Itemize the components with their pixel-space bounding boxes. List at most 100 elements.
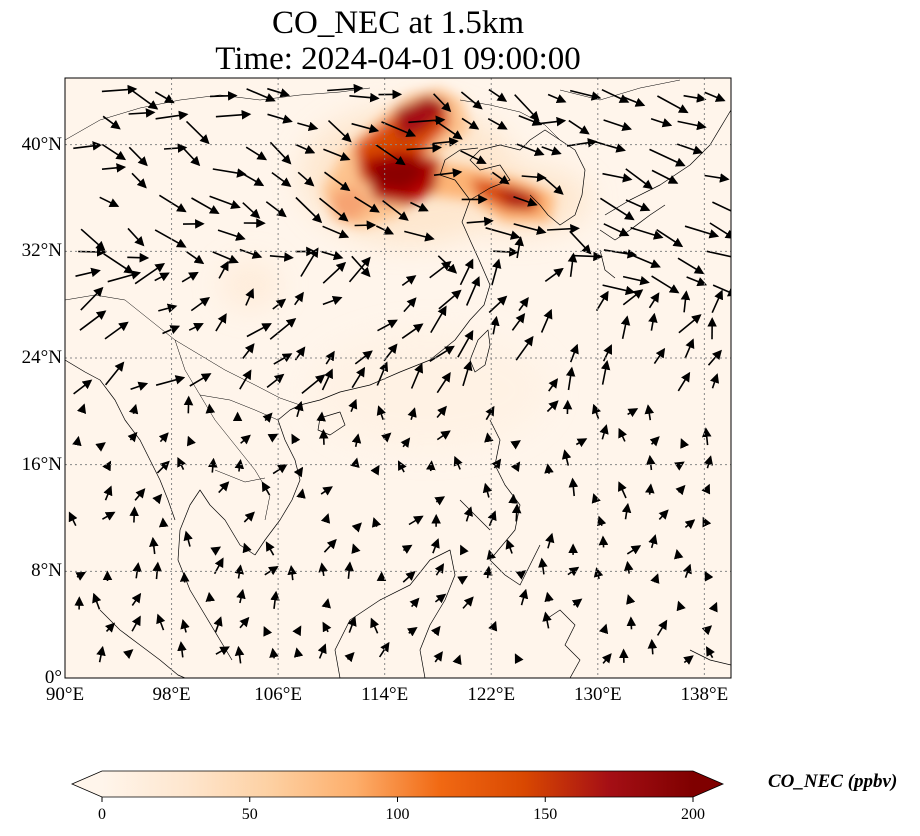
wind-arrow <box>591 493 601 504</box>
wind-arrow <box>272 298 287 310</box>
wind-arrow <box>513 223 547 235</box>
wind-arrow <box>571 598 583 609</box>
wind-arrow <box>317 643 327 659</box>
wind-arrow <box>601 88 630 103</box>
wind-arrow <box>318 197 349 222</box>
wind-arrow <box>80 228 106 251</box>
wind-arrow <box>215 646 230 656</box>
wind-arrow <box>701 427 712 446</box>
wind-arrow <box>321 368 333 391</box>
wind-arrow <box>459 258 474 286</box>
wind-arrow <box>318 429 329 445</box>
wind-arrow <box>676 143 704 155</box>
wind-arrow <box>245 146 268 161</box>
colorbar-tick-label: 50 <box>241 806 258 823</box>
wind-arrow <box>101 163 127 173</box>
wind-arrow <box>242 542 252 554</box>
wind-arrow <box>128 108 156 118</box>
wind-arrow <box>327 120 352 143</box>
wind-arrow <box>653 347 666 365</box>
wind-arrow <box>630 226 664 240</box>
wind-arrow <box>188 322 204 332</box>
lat-tick-label: 0° <box>44 667 62 688</box>
wind-arrow <box>73 141 103 151</box>
wind-arrow <box>381 121 417 138</box>
wind-arrow <box>426 460 436 472</box>
wind-arrow <box>400 437 411 448</box>
wind-arrow <box>568 477 579 497</box>
wind-arrow <box>623 560 634 574</box>
wind-arrow <box>351 543 361 555</box>
wind-arrow <box>682 563 692 578</box>
wind-arrow <box>265 541 275 556</box>
wind-arrow <box>263 626 273 637</box>
wind-arrow <box>706 646 715 659</box>
wind-arrow <box>432 137 459 147</box>
wind-arrow <box>430 538 440 554</box>
wind-arrow <box>403 297 417 313</box>
wind-arrow <box>649 148 686 167</box>
wind-arrow <box>103 253 134 274</box>
wind-arrow <box>269 317 297 340</box>
wind-arrow <box>266 373 285 389</box>
wind-arrow <box>511 503 522 522</box>
wind-arrow <box>434 593 447 604</box>
wind-arrow <box>130 381 149 391</box>
wind-arrow <box>158 432 169 443</box>
wind-arrow <box>155 110 189 121</box>
wind-arrow <box>376 361 389 386</box>
lon-tick-label: 106°E <box>254 684 302 705</box>
wind-arrow <box>269 141 292 165</box>
wind-arrow <box>595 290 609 312</box>
wind-arrow <box>542 176 564 195</box>
wind-arrow <box>131 615 141 632</box>
wind-arrow <box>401 323 424 339</box>
wind-arrow <box>322 295 343 306</box>
wind-arrow <box>602 344 613 362</box>
wind-arrow <box>348 398 358 413</box>
wind-arrow <box>626 594 636 605</box>
wind-arrow <box>706 250 731 258</box>
wind-arrow <box>293 647 304 658</box>
wind-arrow <box>209 91 238 101</box>
wind-arrow <box>301 374 326 395</box>
wind-arrow <box>327 83 364 94</box>
wind-arrow <box>152 493 163 505</box>
wind-arrow <box>677 120 707 131</box>
wind-arrow <box>323 538 337 553</box>
wind-arrow <box>571 251 603 262</box>
wind-arrow <box>158 303 178 313</box>
wind-arrow <box>457 575 468 585</box>
wind-arrow <box>712 284 731 297</box>
wind-arrow <box>162 325 181 335</box>
wind-arrow <box>514 653 524 665</box>
wind-arrow <box>626 616 637 630</box>
wind-arrow <box>80 286 104 311</box>
wind-arrow <box>505 539 515 554</box>
wind-arrow <box>155 375 186 386</box>
wind-arrow <box>410 362 424 389</box>
wind-arrow <box>295 196 323 224</box>
wind-arrow <box>513 195 538 207</box>
wind-arrow <box>488 620 498 632</box>
wind-arrow <box>163 143 188 153</box>
wind-arrow <box>406 143 442 153</box>
wind-arrow <box>129 506 139 523</box>
wind-arrow <box>323 148 351 161</box>
wind-arrow <box>704 570 714 582</box>
wind-arrow <box>491 458 502 470</box>
wind-arrow <box>544 463 554 474</box>
wind-arrow <box>704 173 730 183</box>
wind-arrow <box>186 251 205 265</box>
wind-arrow <box>376 405 386 420</box>
wind-arrow <box>510 461 521 473</box>
wind-arrow <box>516 143 545 156</box>
wind-arrow <box>490 315 500 335</box>
wind-arrow <box>297 171 315 187</box>
wind-arrow <box>234 645 245 664</box>
wind-arrow <box>651 275 680 294</box>
wind-arrow <box>402 570 416 583</box>
wind-arrow <box>324 171 351 192</box>
wind-arrow <box>349 92 380 103</box>
wind-arrow <box>434 563 445 576</box>
